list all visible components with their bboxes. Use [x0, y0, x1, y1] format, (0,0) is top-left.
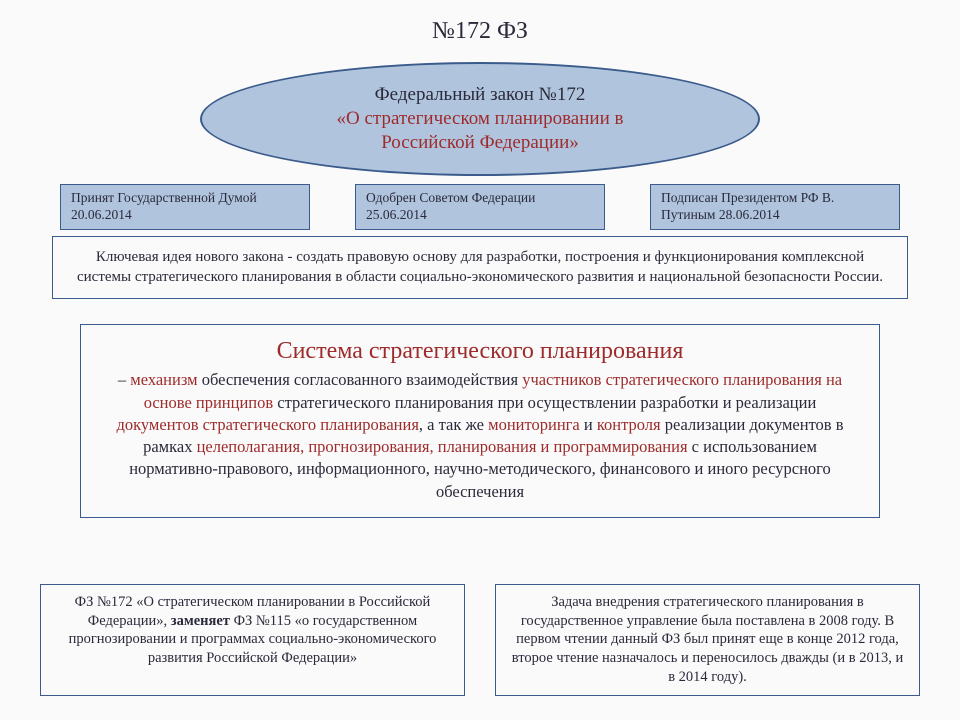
system-body: – механизм обеспечения согласованного вз… [103, 369, 857, 503]
signed-president-box: Подписан Президентом РФ В. Путиным 28.06… [650, 184, 900, 230]
title-ellipse: Федеральный закон №172 «О стратегическом… [200, 62, 760, 176]
ellipse-line2a: «О стратегическом планировании в [337, 107, 624, 131]
page-title: №172 ФЗ [0, 0, 960, 45]
replaces-box: ФЗ №172 «О стратегическом планировании в… [40, 584, 465, 696]
ellipse-line2b: Российской Федерации» [381, 131, 579, 155]
history-box: Задача внедрения стратегического планиро… [495, 584, 920, 696]
adoption-boxes-row: Принят Государственной Думой 20.06.2014 … [60, 184, 900, 230]
adopted-duma-box: Принят Государственной Думой 20.06.2014 [60, 184, 310, 230]
system-title: Система стратегического планирования [103, 335, 857, 367]
approved-council-box: Одобрен Советом Федерации 25.06.2014 [355, 184, 605, 230]
ellipse-line1: Федеральный закон №172 [375, 83, 586, 107]
bottom-row: ФЗ №172 «О стратегическом планировании в… [40, 584, 920, 696]
key-idea-box: Ключевая идея нового закона - создать пр… [52, 236, 908, 299]
system-definition-box: Система стратегического планирования – м… [80, 324, 880, 518]
